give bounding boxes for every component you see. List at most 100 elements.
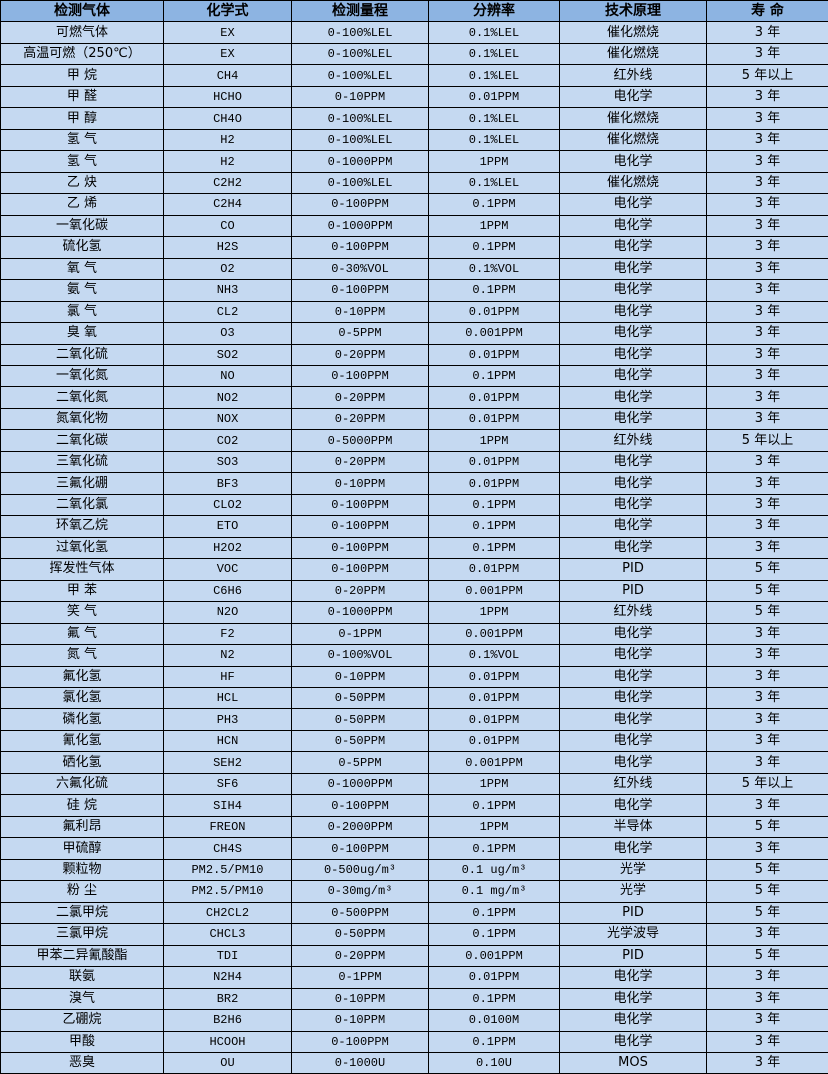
- table-row: 过氧化氢 H2O2 0-100PPM 0.1PPM 电化学 3 年: [0, 536, 828, 560]
- lifespan-cell: 3 年: [706, 150, 828, 173]
- gas-name-cell: 氢 气: [0, 150, 164, 173]
- resolution-cell: 0.001PPM: [428, 579, 560, 603]
- formula-cell: H2: [163, 128, 292, 152]
- gas-name-cell: 二氧化碳: [0, 429, 164, 452]
- header-lifespan: 寿 命: [706, 0, 828, 23]
- principle-cell: 电化学: [559, 708, 707, 731]
- gas-name-cell: 甲酸: [0, 1030, 164, 1053]
- formula-cell: SO3: [163, 450, 292, 474]
- range-cell: 0-1000U: [291, 1051, 429, 1074]
- resolution-cell: 0.1%LEL: [428, 128, 560, 152]
- resolution-cell: 0.1PPM: [428, 837, 560, 860]
- lifespan-cell: 3 年: [706, 472, 828, 495]
- formula-cell: N2: [163, 644, 292, 667]
- range-cell: 0-100PPM: [291, 515, 429, 538]
- gas-name-cell: 二氧化硫: [0, 343, 164, 366]
- principle-cell: 电化学: [559, 472, 707, 495]
- table-row: 硒化氢 SEH2 0-5PPM 0.001PPM 电化学 3 年: [0, 751, 828, 774]
- table-row: 氟化氢 HF 0-10PPM 0.01PPM 电化学 3 年: [0, 665, 828, 689]
- resolution-cell: 0.01PPM: [428, 85, 560, 109]
- resolution-cell: 0.1 ug/m³: [428, 858, 560, 882]
- table-row: 溴气 BR2 0-10PPM 0.1PPM 电化学 3 年: [0, 987, 828, 1011]
- formula-cell: HCL: [163, 686, 292, 710]
- table-row: 三氟化硼 BF3 0-10PPM 0.01PPM 电化学 3 年: [0, 472, 828, 495]
- formula-cell: C2H4: [163, 193, 292, 216]
- resolution-cell: 0.0100M: [428, 1009, 560, 1032]
- resolution-cell: 1PPM: [428, 150, 560, 173]
- gas-name-cell: 氰化氢: [0, 729, 164, 753]
- range-cell: 0-500PPM: [291, 901, 429, 925]
- resolution-cell: 0.1PPM: [428, 794, 560, 817]
- resolution-cell: 1PPM: [428, 601, 560, 624]
- header-formula: 化学式: [163, 0, 292, 23]
- lifespan-cell: 3 年: [706, 300, 828, 324]
- principle-cell: 电化学: [559, 515, 707, 538]
- table-row: 一氧化碳 CO 0-1000PPM 1PPM 电化学 3 年: [0, 214, 828, 238]
- lifespan-cell: 3 年: [706, 837, 828, 860]
- resolution-cell: 0.01PPM: [428, 472, 560, 495]
- table-row: 二氯甲烷 CH2CL2 0-500PPM 0.1PPM PID 5 年: [0, 901, 828, 925]
- range-cell: 0-20PPM: [291, 579, 429, 603]
- range-cell: 0-10PPM: [291, 300, 429, 324]
- range-cell: 0-1000PPM: [291, 150, 429, 173]
- resolution-cell: 0.001PPM: [428, 322, 560, 345]
- resolution-cell: 0.1PPM: [428, 193, 560, 216]
- gas-name-cell: 氮 气: [0, 644, 164, 667]
- table-row: 笑 气 N2O 0-1000PPM 1PPM 红外线 5 年: [0, 601, 828, 624]
- formula-cell: CLO2: [163, 493, 292, 517]
- gas-name-cell: 甲 醛: [0, 85, 164, 109]
- table-row: 乙 烯 C2H4 0-100PPM 0.1PPM 电化学 3 年: [0, 193, 828, 216]
- resolution-cell: 0.1PPM: [428, 515, 560, 538]
- lifespan-cell: 3 年: [706, 515, 828, 538]
- table-row: 甲 醇 CH4O 0-100%LEL 0.1%LEL 催化燃烧 3 年: [0, 107, 828, 130]
- table-row: 环氧乙烷 ETO 0-100PPM 0.1PPM 电化学 3 年: [0, 515, 828, 538]
- formula-cell: CH4S: [163, 837, 292, 860]
- table-row: 二氧化氮 NO2 0-20PPM 0.01PPM 电化学 3 年: [0, 386, 828, 409]
- formula-cell: PM2.5/PM10: [163, 880, 292, 903]
- table-row: 硅 烷 SIH4 0-100PPM 0.1PPM 电化学 3 年: [0, 794, 828, 817]
- table-row: 氟 气 F2 0-1PPM 0.001PPM 电化学 3 年: [0, 622, 828, 646]
- principle-cell: 电化学: [559, 837, 707, 860]
- lifespan-cell: 3 年: [706, 536, 828, 560]
- gas-name-cell: 乙硼烷: [0, 1009, 164, 1032]
- principle-cell: 电化学: [559, 686, 707, 710]
- lifespan-cell: 3 年: [706, 493, 828, 517]
- gas-name-cell: 环氧乙烷: [0, 515, 164, 538]
- range-cell: 0-30%VOL: [291, 257, 429, 281]
- formula-cell: O3: [163, 322, 292, 345]
- lifespan-cell: 3 年: [706, 322, 828, 345]
- resolution-cell: 0.01PPM: [428, 407, 560, 431]
- principle-cell: 电化学: [559, 364, 707, 388]
- resolution-cell: 0.1%LEL: [428, 21, 560, 44]
- lifespan-cell: 3 年: [706, 751, 828, 774]
- table-row: 氮 气 N2 0-100%VOL 0.1%VOL 电化学 3 年: [0, 644, 828, 667]
- formula-cell: TDI: [163, 944, 292, 968]
- gas-name-cell: 磷化氢: [0, 708, 164, 731]
- resolution-cell: 0.01PPM: [428, 558, 560, 581]
- formula-cell: NOX: [163, 407, 292, 431]
- lifespan-cell: 3 年: [706, 1009, 828, 1032]
- formula-cell: CO2: [163, 429, 292, 452]
- table-row: 氢 气 H2 0-1000PPM 1PPM 电化学 3 年: [0, 150, 828, 173]
- range-cell: 0-100%LEL: [291, 21, 429, 44]
- range-cell: 0-1000PPM: [291, 601, 429, 624]
- formula-cell: CHCL3: [163, 923, 292, 946]
- principle-cell: 光学波导: [559, 923, 707, 946]
- range-cell: 0-5PPM: [291, 322, 429, 345]
- formula-cell: NO2: [163, 386, 292, 409]
- principle-cell: 光学: [559, 858, 707, 882]
- range-cell: 0-50PPM: [291, 708, 429, 731]
- range-cell: 0-100%LEL: [291, 128, 429, 152]
- principle-cell: 电化学: [559, 644, 707, 667]
- resolution-cell: 0.1%LEL: [428, 107, 560, 130]
- principle-cell: 催化燃烧: [559, 171, 707, 195]
- gas-name-cell: 二氯甲烷: [0, 901, 164, 925]
- gas-name-cell: 氯化氢: [0, 686, 164, 710]
- range-cell: 0-100PPM: [291, 558, 429, 581]
- gas-name-cell: 乙 烯: [0, 193, 164, 216]
- gas-name-cell: 高温可燃（250℃）: [0, 42, 164, 66]
- range-cell: 0-20PPM: [291, 343, 429, 366]
- formula-cell: CH4: [163, 64, 292, 87]
- formula-cell: BF3: [163, 472, 292, 495]
- gas-name-cell: 氢 气: [0, 128, 164, 152]
